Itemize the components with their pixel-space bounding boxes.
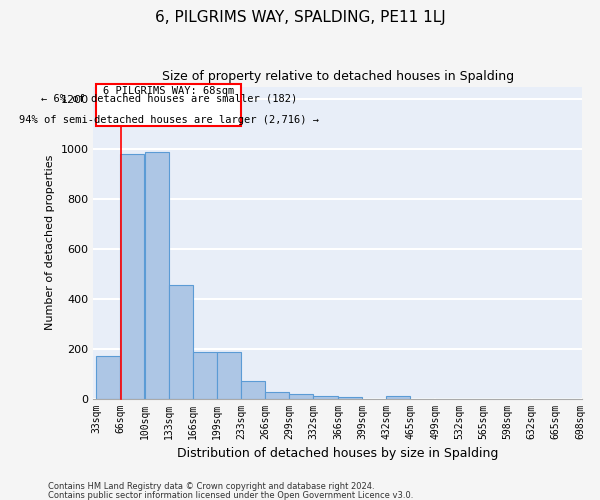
Text: Contains HM Land Registry data © Crown copyright and database right 2024.: Contains HM Land Registry data © Crown c… (48, 482, 374, 491)
Text: ← 6% of detached houses are smaller (182): ← 6% of detached houses are smaller (182… (41, 93, 297, 103)
Text: 6 PILGRIMS WAY: 68sqm: 6 PILGRIMS WAY: 68sqm (103, 86, 234, 96)
Bar (289, 394, 313, 398)
Y-axis label: Number of detached properties: Number of detached properties (45, 155, 55, 330)
Bar (96, 84, 241, 126)
Bar (217, 352, 241, 399)
Text: 94% of semi-detached houses are larger (2,716) →: 94% of semi-detached houses are larger (… (19, 115, 319, 125)
Bar (313, 396, 338, 398)
Bar (120, 154, 144, 398)
Bar (96, 356, 120, 399)
Bar (338, 396, 362, 398)
Bar (386, 396, 410, 398)
X-axis label: Distribution of detached houses by size in Spalding: Distribution of detached houses by size … (177, 447, 499, 460)
Text: 6, PILGRIMS WAY, SPALDING, PE11 1LJ: 6, PILGRIMS WAY, SPALDING, PE11 1LJ (155, 10, 445, 25)
Bar (265, 392, 289, 398)
Text: Contains public sector information licensed under the Open Government Licence v3: Contains public sector information licen… (48, 490, 413, 500)
Bar (193, 352, 217, 399)
Title: Size of property relative to detached houses in Spalding: Size of property relative to detached ho… (162, 70, 514, 83)
Bar (145, 152, 169, 398)
Bar (241, 381, 265, 398)
Bar (169, 285, 193, 399)
